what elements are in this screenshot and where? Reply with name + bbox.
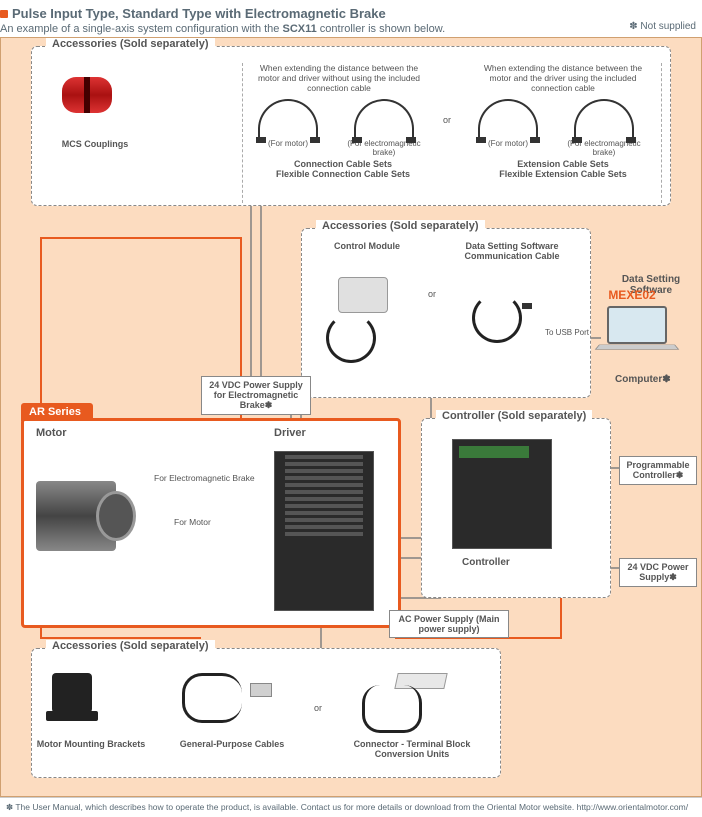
module-cable-icon [326, 309, 382, 363]
bullet-icon [0, 10, 8, 18]
right-set-label: Extension Cable Sets Flexible Extension … [483, 159, 643, 179]
cable-sets-area: When extending the distance between the … [242, 63, 662, 203]
cable-icon [574, 99, 634, 139]
system-diagram: Accessories (Sold separately) MCS Coupli… [0, 37, 702, 797]
programmable-controller-box: Programmable Controller✽ [619, 456, 697, 485]
vdc-supply-box: 24 VDC Power Supply✽ [619, 558, 697, 587]
group-label: Accessories (Sold separately) [46, 38, 215, 50]
bracket-icon [52, 673, 112, 723]
bracket-label: Motor Mounting Brackets [36, 739, 146, 749]
gp-cable-icon [182, 673, 272, 733]
terminal-block-icon [352, 673, 452, 733]
coupling-icon [62, 77, 122, 127]
subtitle: An example of a single-axis system confi… [0, 23, 702, 35]
controller-label: Controller [462, 557, 510, 568]
cable-icon [258, 99, 318, 139]
or-label: or [443, 115, 451, 125]
or-label: or [314, 703, 322, 713]
group-label: Accessories (Sold separately) [316, 220, 485, 232]
controller-group: Controller (Sold separately) Controller [421, 418, 611, 598]
motor-icon [36, 481, 146, 561]
header: Pulse Input Type, Standard Type with Ele… [0, 0, 702, 37]
cable-icon [354, 99, 414, 139]
cable-icon [478, 99, 538, 139]
left-set-label: Connection Cable Sets Flexible Connectio… [263, 159, 423, 179]
or-label: or [428, 289, 436, 299]
not-supplied-note: ✽ Not supplied [629, 21, 696, 32]
coupling-label: MCS Couplings [50, 139, 140, 149]
comm-cable-icon [472, 289, 528, 343]
group-label: Accessories (Sold separately) [46, 640, 215, 652]
group-label: Controller (Sold separately) [436, 410, 592, 422]
left-cable-note: When extending the distance between the … [249, 63, 429, 94]
ar-series-tab: AR Series [21, 403, 93, 421]
page: Pulse Input Type, Standard Type with Ele… [0, 0, 702, 817]
ar-series-box: AR Series Motor Driver For Electromagnet… [21, 418, 401, 628]
usb-label: To USB Port [545, 328, 589, 337]
data-cable-label: Data Setting Software Communication Cabl… [452, 241, 572, 261]
page-title: Pulse Input Type, Standard Type with Ele… [12, 6, 386, 21]
accessories-mid-group: Accessories (Sold separately) Control Mo… [301, 228, 591, 398]
driver-icon [274, 451, 374, 611]
footer-note: ✽ The User Manual, which describes how t… [0, 797, 702, 817]
motor-line-label: For Motor [174, 517, 211, 527]
software-name: MEXE02 [597, 288, 667, 302]
right-cable-note: When extending the distance between the … [473, 63, 653, 94]
driver-label: Driver [274, 427, 306, 439]
gp-cable-label: General-Purpose Cables [172, 739, 292, 749]
accessories-top-group: Accessories (Sold separately) MCS Coupli… [31, 46, 671, 206]
brake-line-label: For Electromagnetic Brake [154, 473, 255, 483]
laptop-icon [597, 306, 677, 362]
ac-supply-box: AC Power Supply (Main power supply) [389, 610, 509, 638]
control-module-label: Control Module [322, 241, 412, 251]
vdc-brake-supply-box: 24 VDC Power Supply for Electromagnetic … [201, 376, 311, 415]
computer-label: Computer✽ [615, 374, 671, 385]
controller-icon [452, 439, 552, 549]
motor-label: Motor [36, 427, 67, 439]
accessories-bottom-group: Accessories (Sold separately) Motor Moun… [31, 648, 501, 778]
terminal-block-label: Connector - Terminal Block Conversion Un… [342, 739, 482, 759]
